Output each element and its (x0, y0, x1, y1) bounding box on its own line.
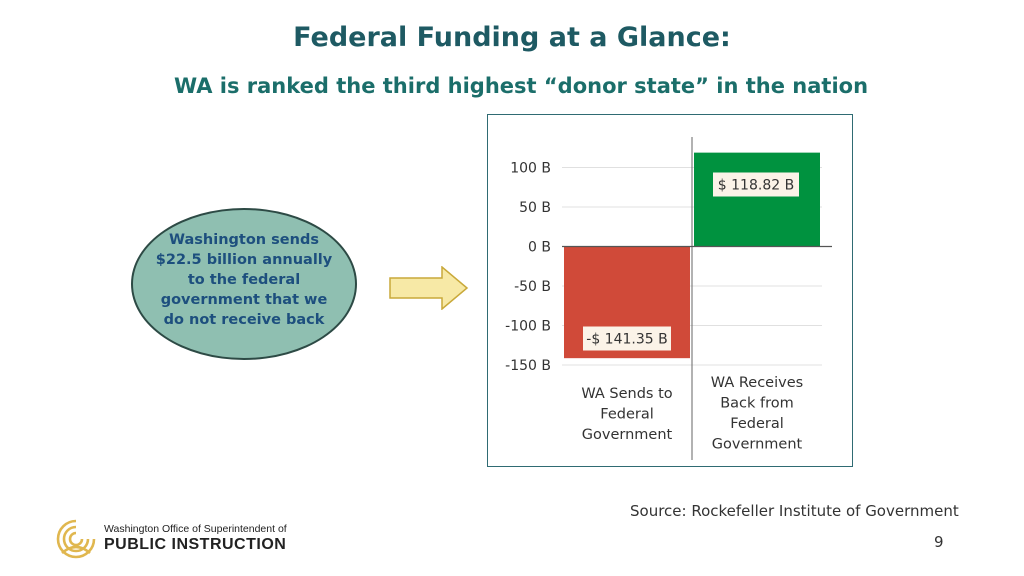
page-number: 9 (934, 533, 944, 551)
category-label: WA Receives (711, 375, 803, 391)
bar-chart: 100 B 50 B 0 B -50 B -100 B -150 B -$ 141.35 B… (505, 137, 832, 460)
slide-title: Federal Funding at a Glance: (293, 22, 731, 53)
category-label: Federal (730, 416, 783, 432)
ospi-logo-icon (56, 519, 96, 559)
category-label: Federal (600, 407, 653, 423)
y-tick-label: -50 B (514, 279, 551, 295)
category-label: Back from (720, 396, 794, 412)
y-tick-label: 0 B (528, 240, 551, 256)
right-arrow-shape (389, 266, 469, 310)
right-arrow-icon (389, 266, 469, 310)
source-note: Source: Rockefeller Institute of Governm… (630, 502, 959, 520)
chart-frame: 100 B 50 B 0 B -50 B -100 B -150 B -$ 141.35 B… (487, 114, 853, 467)
slide-subtitle: WA is ranked the third highest “donor st… (173, 74, 869, 98)
callout-ellipse: Washington sends $22.5 billion annually … (131, 208, 357, 360)
y-tick-label: 100 B (510, 161, 551, 177)
data-label: -$ 141.35 B (586, 332, 667, 348)
logo-text-bottom: PUBLIC INSTRUCTION (104, 536, 287, 553)
data-label-box (713, 172, 799, 197)
data-label: $ 118.82 B (718, 178, 794, 194)
category-label: Government (582, 427, 673, 443)
logo-text-top: Washington Office of Superintendent of (104, 523, 287, 535)
y-tick-label: -100 B (505, 319, 551, 335)
callout-text: Washington sends $22.5 billion annually … (155, 232, 333, 328)
category-label: WA Sends to (581, 386, 672, 402)
y-tick-label: -150 B (505, 358, 551, 374)
bar (694, 152, 820, 247)
y-tick-label: 50 B (519, 200, 551, 216)
data-label-box (583, 326, 671, 351)
category-label: Government (712, 437, 803, 453)
